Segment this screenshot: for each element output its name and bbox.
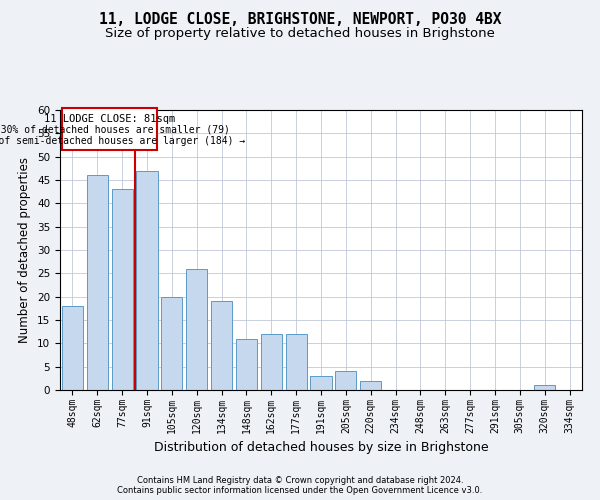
- Text: Size of property relative to detached houses in Brighstone: Size of property relative to detached ho…: [105, 28, 495, 40]
- Text: ← 30% of detached houses are smaller (79): ← 30% of detached houses are smaller (79…: [0, 125, 230, 135]
- Bar: [186, 268, 207, 390]
- Bar: [62, 108, 157, 150]
- Bar: [286, 334, 307, 390]
- Bar: [335, 372, 356, 390]
- Text: Contains public sector information licensed under the Open Government Licence v3: Contains public sector information licen…: [118, 486, 482, 495]
- Text: 11, LODGE CLOSE, BRIGHSTONE, NEWPORT, PO30 4BX: 11, LODGE CLOSE, BRIGHSTONE, NEWPORT, PO…: [99, 12, 501, 28]
- Bar: [161, 296, 182, 390]
- Text: Contains HM Land Registry data © Crown copyright and database right 2024.: Contains HM Land Registry data © Crown c…: [137, 476, 463, 485]
- Bar: [211, 302, 232, 390]
- Text: 70% of semi-detached houses are larger (184) →: 70% of semi-detached houses are larger (…: [0, 136, 245, 145]
- Bar: [136, 170, 158, 390]
- Bar: [261, 334, 282, 390]
- Bar: [112, 190, 133, 390]
- Bar: [360, 380, 381, 390]
- Bar: [534, 386, 555, 390]
- Bar: [310, 376, 332, 390]
- Bar: [62, 306, 83, 390]
- Bar: [236, 338, 257, 390]
- X-axis label: Distribution of detached houses by size in Brighstone: Distribution of detached houses by size …: [154, 441, 488, 454]
- Y-axis label: Number of detached properties: Number of detached properties: [19, 157, 31, 343]
- Text: 11 LODGE CLOSE: 81sqm: 11 LODGE CLOSE: 81sqm: [44, 114, 175, 124]
- Bar: [87, 176, 108, 390]
